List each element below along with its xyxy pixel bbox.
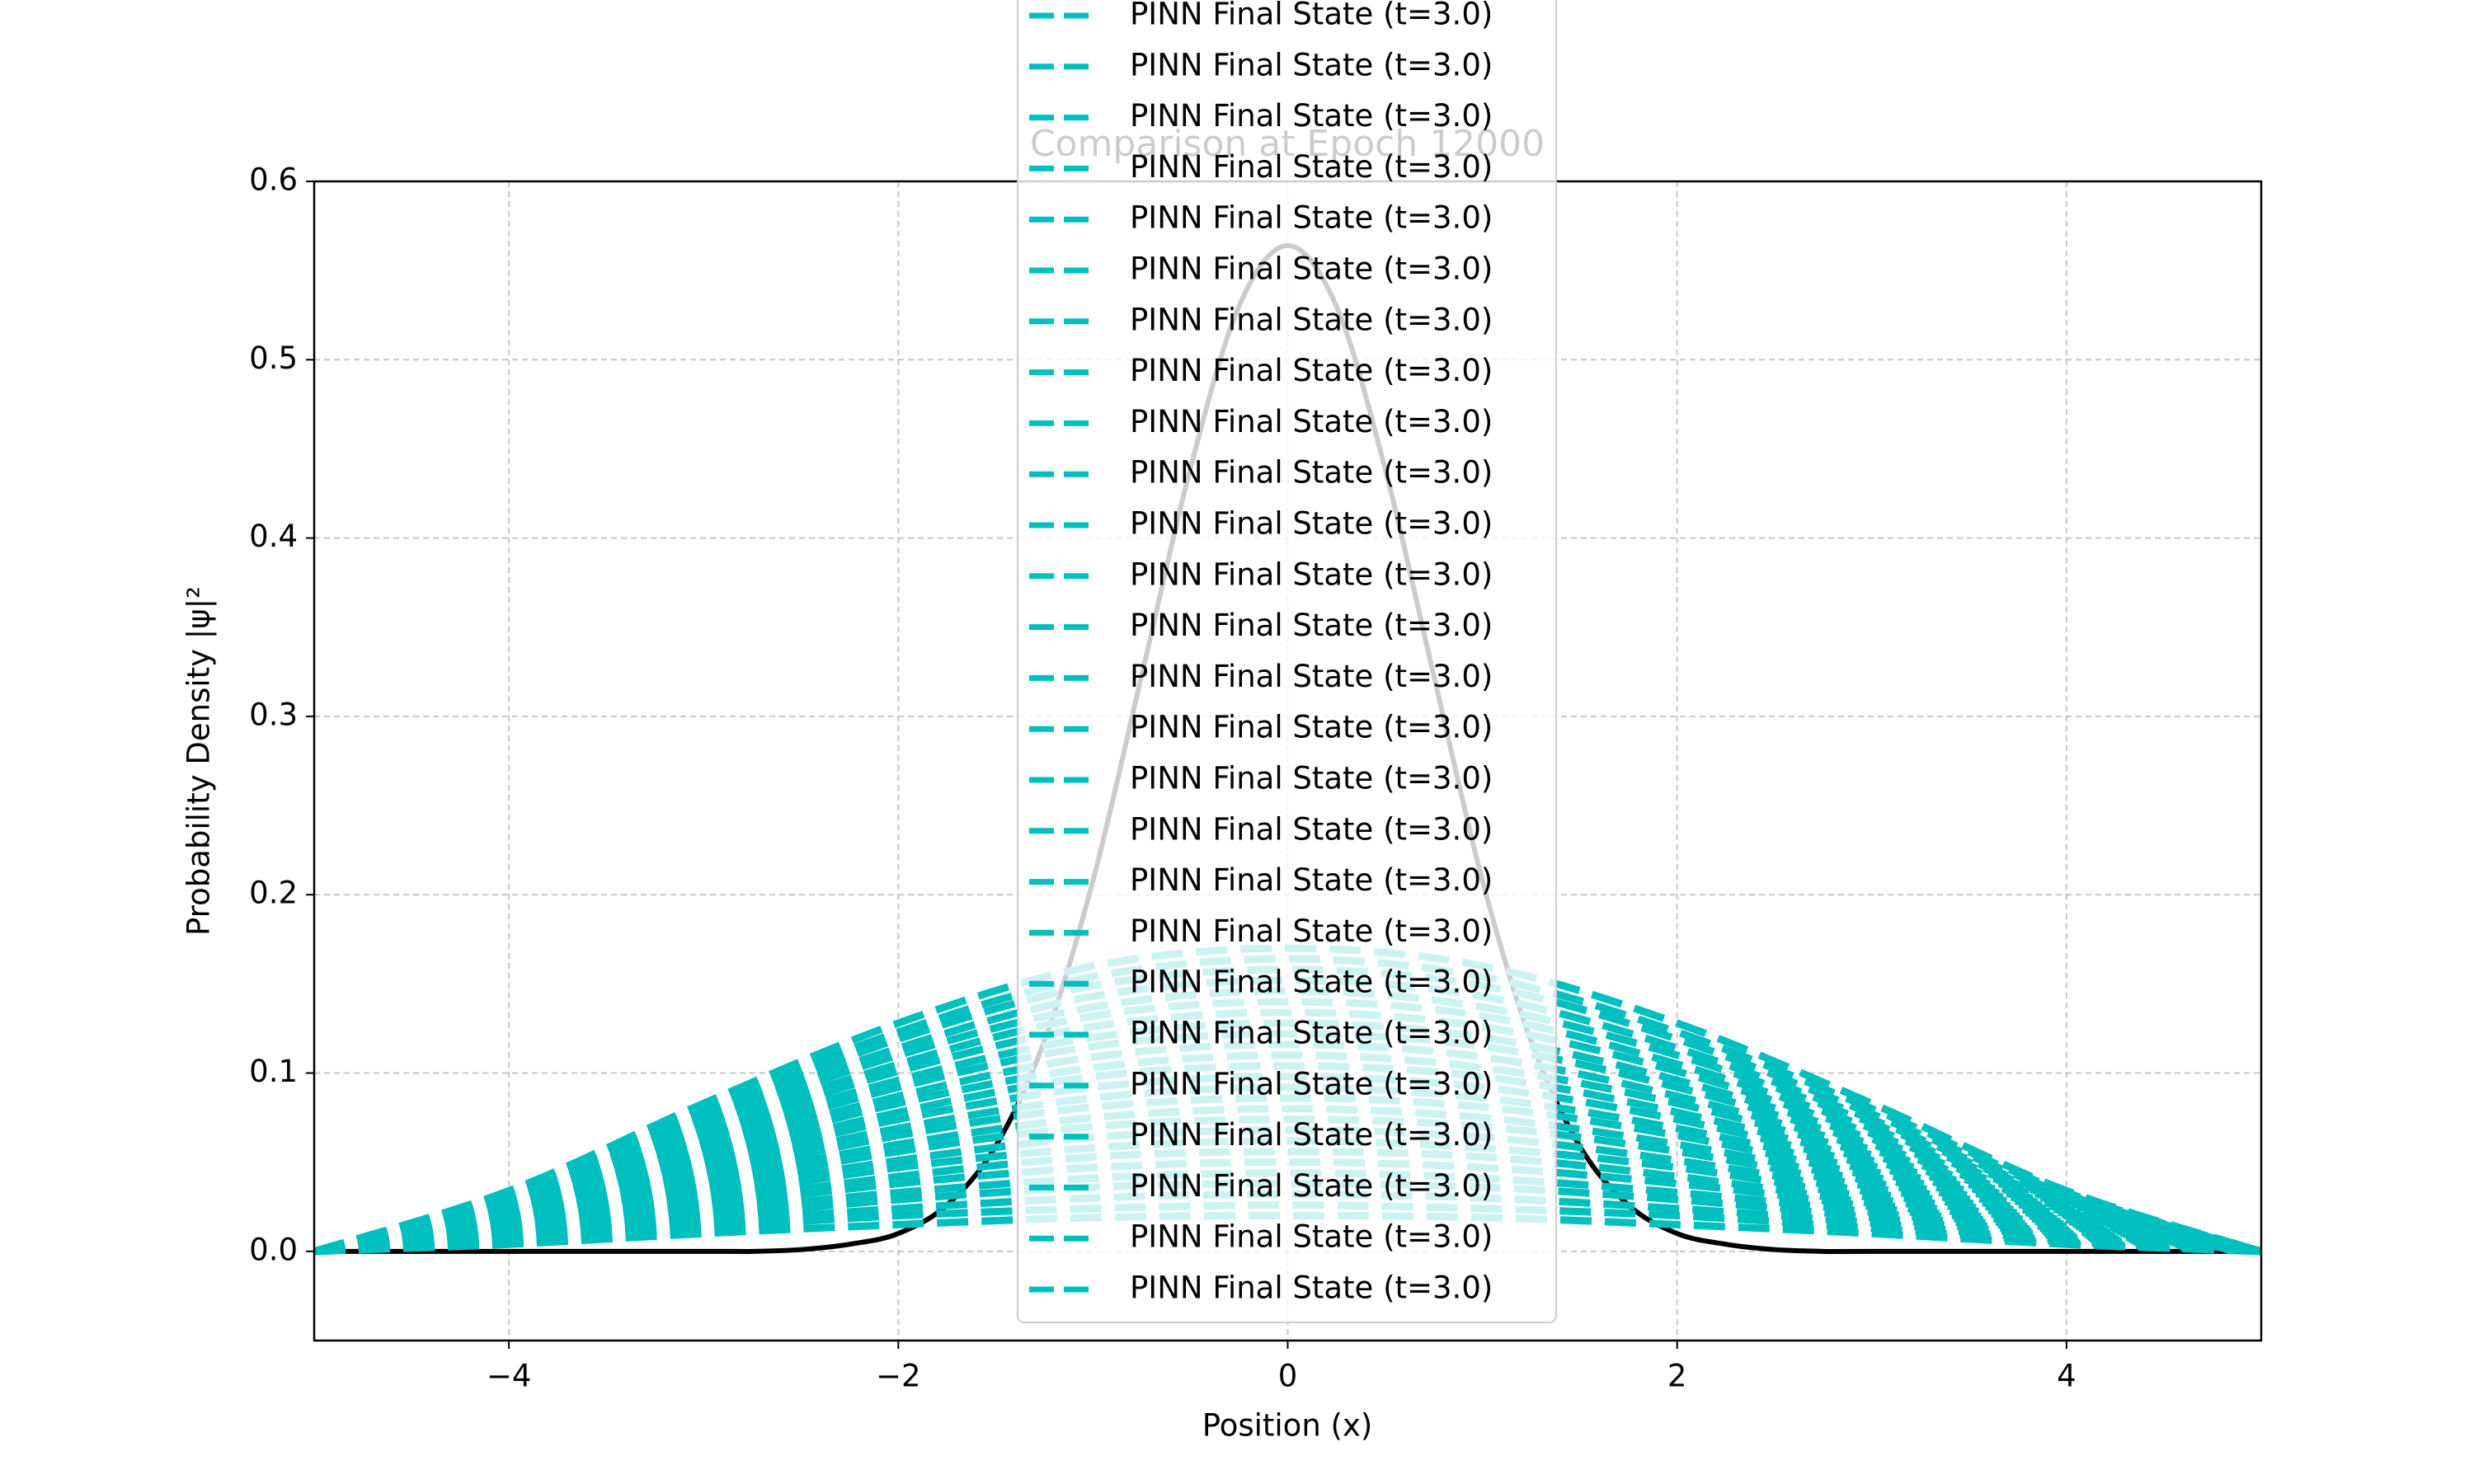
x-tick-label: −2: [876, 1359, 921, 1394]
legend-label: PINN Final State (t=3.0): [1130, 811, 1493, 847]
legend: PINN Final State (t=3.0) PINN Final State…: [1017, 0, 1557, 1323]
legend-label: PINN Final State (t=3.0): [1130, 455, 1493, 491]
x-tick-label: −4: [487, 1359, 532, 1394]
legend-label: PINN Final State (t=3.0): [1130, 506, 1493, 542]
pinn-line: [314, 1212, 2261, 1256]
legend-label: PINN Final State (t=3.0): [1130, 1117, 1493, 1153]
legend-label: PINN Final State (t=3.0): [1130, 302, 1493, 337]
pinn-line: [314, 965, 2261, 1256]
pinn-line: [314, 955, 2261, 1256]
y-tick-label: 0.4: [249, 519, 298, 554]
legend-label: PINN Final State (t=3.0): [1130, 1066, 1493, 1101]
y-tick-label: 0.1: [249, 1054, 298, 1089]
ticks: 0.0 0.1 0.2 0.3 0.4 0.5 0.6 −4 −2 0 2 4: [249, 162, 2077, 1394]
legend-label: PINN Final State (t=3.0): [1130, 1270, 1493, 1306]
legend-label: PINN Final State (t=3.0): [1130, 98, 1493, 134]
legend-label: PINN Final State (t=3.0): [1130, 556, 1493, 592]
y-tick-label: 0.3: [249, 697, 298, 732]
legend-label: PINN Final State (t=3.0): [1130, 1219, 1493, 1255]
x-tick-label: 2: [1667, 1359, 1687, 1394]
pinn-line: [314, 1190, 2261, 1256]
legend-label: PINN Final State (t=3.0): [1130, 913, 1493, 949]
y-tick-label: 0.5: [249, 340, 298, 376]
legend-label: PINN Final State (t=3.0): [1130, 862, 1493, 898]
y-tick-label: 0.2: [249, 876, 298, 911]
legend-box: [1017, 0, 1557, 1323]
x-axis-label: Position (x): [1202, 1408, 1373, 1444]
legend-label: PINN Final State (t=3.0): [1130, 1016, 1493, 1051]
legend-label: PINN Final State (t=3.0): [1130, 47, 1493, 82]
pinn-line: [314, 1169, 2261, 1256]
legend-label: PINN Final State (t=3.0): [1130, 761, 1493, 796]
pinn-line: [314, 1158, 2261, 1256]
legend-label: PINN Final State (t=3.0): [1130, 200, 1493, 236]
legend-label: PINN Final State (t=3.0): [1130, 0, 1493, 32]
y-axis-label: Probability Density |ψ|²: [181, 586, 217, 936]
legend-label: PINN Final State (t=3.0): [1130, 353, 1493, 388]
x-tick-label: 0: [1278, 1359, 1298, 1394]
legend-label: PINN Final State (t=3.0): [1130, 404, 1493, 439]
pinn-line: [314, 1201, 2261, 1256]
legend-label: PINN Final State (t=3.0): [1130, 710, 1493, 745]
legend-label: PINN Final State (t=3.0): [1130, 965, 1493, 1000]
legend-label: PINN Final State (t=3.0): [1130, 251, 1493, 287]
y-tick-label: 0.6: [249, 162, 298, 198]
legend-label: PINN Final State (t=3.0): [1130, 1168, 1493, 1204]
legend-label: PINN Final State (t=3.0): [1130, 608, 1493, 643]
legend-label: PINN Final State (t=3.0): [1130, 149, 1493, 185]
x-tick-label: 4: [2057, 1359, 2077, 1394]
pinn-line: [314, 1180, 2261, 1256]
legend-label: PINN Final State (t=3.0): [1130, 659, 1493, 694]
y-tick-label: 0.0: [249, 1232, 298, 1267]
